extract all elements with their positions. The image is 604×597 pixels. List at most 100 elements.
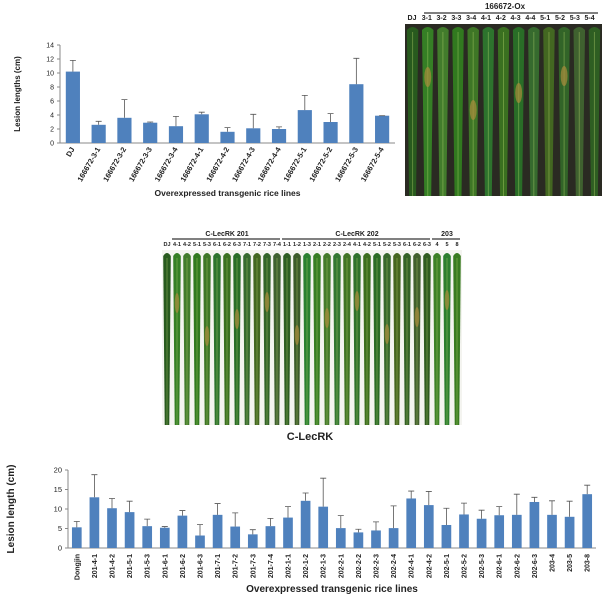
x-tick-label: 202-1-1 <box>286 554 293 578</box>
leaf <box>163 253 171 425</box>
error-bar <box>355 528 362 533</box>
error-bar <box>443 507 450 525</box>
x-tick-label: 202-4-1 <box>409 554 416 578</box>
y-tick-label: 0 <box>58 544 62 553</box>
x-tick-label: Dongjin <box>74 554 81 580</box>
leaf-label: 6-2 <box>413 242 421 248</box>
leaf <box>393 253 401 425</box>
bar <box>388 528 399 548</box>
error-bar <box>327 113 334 122</box>
y-tick-label: 2 <box>50 127 54 134</box>
leaf-label: 1-2 <box>293 242 301 248</box>
bar <box>143 122 158 143</box>
leaf <box>233 253 241 425</box>
error-bar <box>566 500 573 517</box>
error-bar <box>425 491 432 506</box>
y-tick-label: 20 <box>54 466 62 475</box>
bar <box>529 501 540 548</box>
x-tick-label: 166672-4-3 <box>230 146 257 184</box>
bar <box>476 518 487 548</box>
bar <box>582 494 593 548</box>
lesion <box>354 291 360 311</box>
leaf-label: 2-4 <box>343 242 352 248</box>
photo-title: 166672-Ox <box>485 2 526 11</box>
y-tick-label: 5 <box>58 524 62 533</box>
error-bar <box>224 127 231 132</box>
error-bar <box>249 529 256 535</box>
bar <box>300 500 311 548</box>
bar <box>71 527 82 548</box>
x-tick-label: 202-2-1 <box>338 554 345 578</box>
x-tick-label: 166672-4-1 <box>178 146 205 184</box>
leaf-label: 4-1 <box>173 242 181 248</box>
leaf-label: 7-2 <box>253 242 261 248</box>
leaf <box>452 27 464 196</box>
leaf-label: 5-4 <box>585 15 595 22</box>
leaf <box>273 253 281 425</box>
bar <box>195 535 205 548</box>
leaf <box>243 253 251 425</box>
bar <box>353 532 364 548</box>
error-bar <box>353 57 360 85</box>
leaf-label: 1-3 <box>303 242 311 248</box>
error-bar <box>496 506 503 516</box>
lesion <box>324 308 330 328</box>
x-tick-label: 201-6-1 <box>162 554 169 578</box>
leaf <box>263 253 271 425</box>
x-tick-label: 201-6-3 <box>198 554 205 578</box>
bar <box>230 526 241 548</box>
error-bar <box>69 60 76 72</box>
lesion <box>264 292 270 312</box>
group-label: C-LecRK 202 <box>335 231 378 238</box>
x-tick-label: 202-6-1 <box>497 554 504 578</box>
bar <box>142 526 153 548</box>
error-bar <box>390 505 397 529</box>
photo-background <box>162 250 462 425</box>
bar <box>459 514 469 548</box>
x-tick-label: 201-4-1 <box>92 554 99 578</box>
leaf <box>193 253 201 425</box>
leaf <box>413 253 421 425</box>
leaf <box>558 27 570 196</box>
x-tick-label: 166672-5-4 <box>359 145 386 183</box>
x-tick-label: 166672-3-3 <box>127 146 154 184</box>
group-label: 203 <box>441 231 453 238</box>
x-tick-label: 166672-4-4 <box>256 145 283 183</box>
leaf-label: 2-1 <box>313 242 321 248</box>
bar <box>441 524 452 548</box>
error-bar <box>531 496 538 502</box>
leaf <box>588 27 601 196</box>
leaf-label: 7-3 <box>263 242 271 248</box>
error-bar <box>161 526 168 528</box>
leaf <box>423 253 431 425</box>
x-tick-label: DJ <box>64 146 77 159</box>
error-bar <box>179 510 186 516</box>
x-tick-label: 202-5-1 <box>444 554 451 578</box>
lesion <box>234 309 240 329</box>
error-bar <box>584 484 591 495</box>
x-tick-label: 166672-5-2 <box>307 146 334 184</box>
bar <box>564 516 575 548</box>
x-tick-label: 202-2-4 <box>391 554 398 578</box>
leaf-label: DJ <box>163 242 170 248</box>
error-bar <box>549 500 555 515</box>
leaf-label: 5-1 <box>373 242 381 248</box>
leaf-label: 6-3 <box>423 242 431 248</box>
leaf <box>403 253 411 425</box>
bar <box>91 124 106 143</box>
leaf-label: 6-1 <box>403 242 411 248</box>
y-tick-label: 8 <box>50 85 54 92</box>
error-bar <box>267 517 274 527</box>
error-bar <box>478 509 485 519</box>
bar <box>212 514 223 548</box>
lesion <box>384 324 390 344</box>
leaf-label: 3-1 <box>422 15 432 22</box>
leaf <box>437 27 449 196</box>
leaf-label: 4-1 <box>481 15 491 22</box>
x-tick-label: 201-5-3 <box>145 554 152 578</box>
leaf <box>433 253 441 425</box>
x-tick-label: 203-8 <box>585 554 592 572</box>
error-bar <box>121 99 128 118</box>
bar <box>89 497 100 548</box>
